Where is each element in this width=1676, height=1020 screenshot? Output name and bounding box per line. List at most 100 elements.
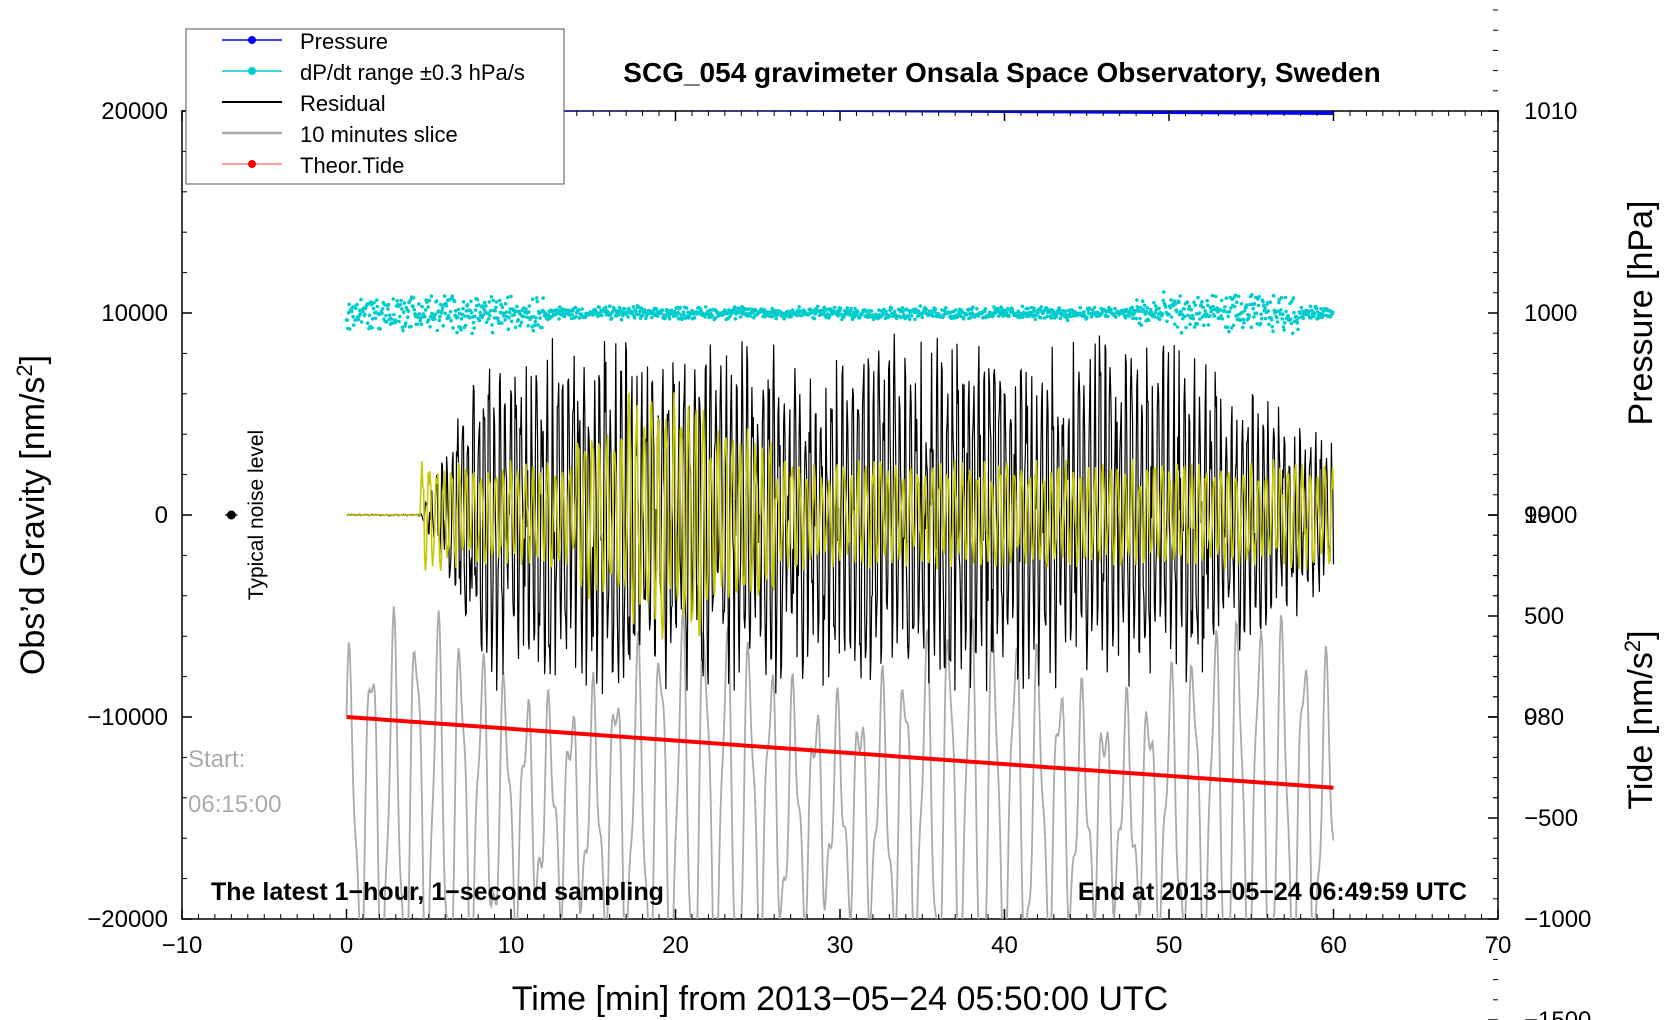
dpdt-point	[713, 316, 718, 320]
dpdt-point	[1289, 321, 1294, 326]
pressure-tick-label: 1010	[1524, 98, 1577, 125]
legend-entry-pressure: Pressure	[222, 29, 388, 54]
dpdt-point	[1241, 317, 1246, 322]
dpdt-point	[675, 313, 679, 318]
dpdt-point	[1054, 314, 1059, 319]
dpdt-point	[1279, 295, 1284, 300]
dpdt-point	[1192, 325, 1197, 329]
dpdt-point	[1252, 315, 1256, 319]
dpdt-point	[455, 315, 460, 319]
dpdt-point	[514, 309, 519, 314]
dpdt-point	[534, 316, 538, 320]
dpdt-point	[617, 305, 622, 310]
dpdt-point	[1052, 309, 1056, 314]
dpdt-point	[1165, 319, 1169, 324]
dpdt-point	[525, 315, 530, 320]
dpdt-point	[975, 306, 979, 311]
dpdt-point	[1167, 312, 1171, 317]
dpdt-point	[512, 312, 517, 317]
dpdt-point	[480, 304, 485, 308]
dpdt-point	[347, 302, 351, 307]
dpdt-point	[1283, 321, 1287, 325]
dpdt-point	[1208, 314, 1212, 318]
legend: Pressure dP/dt range ±0.3 hPa/s Residual…	[185, 28, 565, 185]
dpdt-point	[707, 315, 711, 320]
dpdt-point	[1269, 318, 1274, 322]
tide-tick-label: 1000	[1524, 502, 1577, 529]
dpdt-point	[577, 316, 582, 320]
dpdt-point	[1204, 312, 1209, 316]
x-tick-label: −10	[162, 932, 203, 959]
dpdt-point	[1187, 304, 1192, 309]
dpdt-point	[491, 298, 496, 303]
dpdt-point	[965, 312, 969, 317]
dpdt-point	[1175, 325, 1180, 329]
marks-layer	[225, 510, 238, 520]
dpdt-point	[1202, 323, 1206, 328]
dpdt-point	[1282, 328, 1286, 332]
dpdt-point	[642, 308, 647, 312]
dpdt-point	[478, 310, 482, 315]
dpdt-point	[515, 304, 519, 309]
dpdt-point	[533, 320, 538, 324]
dpdt-point	[503, 318, 507, 322]
dpdt-point	[527, 304, 532, 308]
dpdt-point	[663, 313, 668, 318]
dpdt-point	[1138, 316, 1142, 321]
dpdt-point	[519, 320, 524, 325]
dpdt-point	[472, 326, 477, 330]
dpdt-point	[1203, 309, 1207, 313]
dpdt-point	[481, 313, 486, 317]
dpdt-point	[1070, 308, 1075, 312]
dpdt-point	[1240, 310, 1244, 315]
dpdt-point	[607, 304, 612, 309]
dpdt-point	[899, 315, 903, 320]
dpdt-point	[399, 298, 403, 303]
dpdt-point	[1146, 318, 1151, 323]
dpdt-point	[634, 309, 638, 314]
dpdt-point	[1271, 293, 1276, 298]
dpdt-point	[553, 312, 558, 317]
dpdt-point	[1210, 293, 1215, 298]
dpdt-point	[508, 307, 513, 311]
dpdt-point	[1049, 316, 1053, 320]
dpdt-point	[351, 323, 356, 327]
dpdt-point	[789, 314, 794, 319]
dpdt-point	[1149, 310, 1153, 314]
dpdt-point	[1271, 329, 1275, 334]
dpdt-point	[1319, 307, 1323, 311]
tide-line	[346, 715, 1334, 790]
dpdt-point	[538, 316, 542, 320]
dpdt-point	[405, 315, 410, 320]
dpdt-point	[774, 316, 778, 321]
dpdt-point	[813, 311, 818, 316]
dpdt-point	[1039, 305, 1044, 309]
dpdt-point	[580, 307, 584, 311]
dpdt-point	[1254, 311, 1259, 316]
dpdt-point	[1244, 303, 1249, 307]
dpdt-point	[401, 310, 406, 315]
dpdt-point	[392, 312, 396, 317]
dpdt-point	[398, 314, 402, 319]
legend-marker-dpdt	[248, 67, 256, 75]
dpdt-point	[346, 311, 351, 315]
dpdt-point	[920, 315, 925, 320]
dpdt-point	[497, 321, 502, 326]
dpdt-point	[1036, 311, 1040, 315]
dpdt-point	[1033, 317, 1038, 322]
dpdt-point	[1061, 309, 1065, 313]
dpdt-point	[1027, 314, 1031, 318]
dpdt-point	[384, 320, 389, 324]
dpdt-point	[931, 314, 935, 318]
dpdt-point	[852, 315, 857, 319]
dpdt-point	[856, 310, 860, 314]
dpdt-point	[944, 306, 948, 310]
dpdt-point	[490, 323, 494, 327]
dpdt-point	[475, 297, 480, 302]
dpdt-point	[1200, 300, 1204, 304]
dpdt-point	[434, 299, 439, 303]
dpdt-point	[1152, 314, 1157, 319]
x-tick-label: 0	[340, 932, 353, 959]
dpdt-point	[509, 319, 514, 324]
dpdt-point	[1284, 309, 1288, 314]
